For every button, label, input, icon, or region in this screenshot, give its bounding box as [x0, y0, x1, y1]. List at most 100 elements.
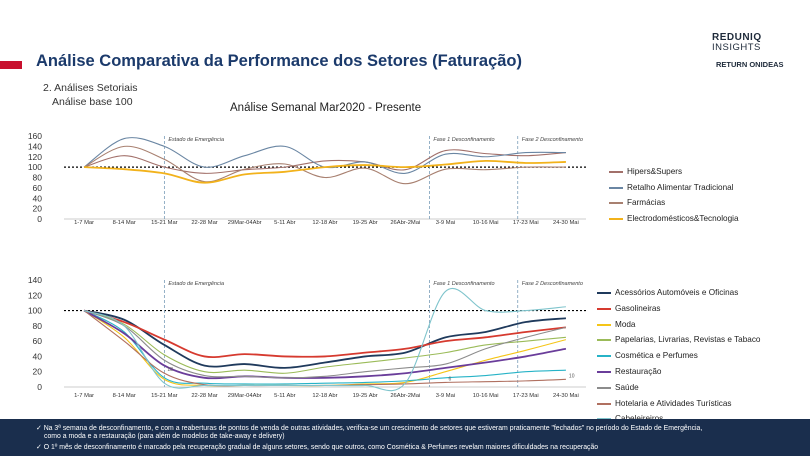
accent-bar: [0, 61, 22, 69]
bottom-series-line: [83, 310, 566, 374]
legend-swatch: [597, 355, 611, 358]
bottom-xtick-label: 26Abr-2Mai: [390, 393, 420, 399]
bottom-series-line: [83, 309, 567, 369]
top-xtick-label: 5-11 Abr: [274, 220, 296, 226]
top-ytick-label: 100: [28, 162, 42, 172]
page-title: Análise Comparativa da Performance dos S…: [36, 52, 522, 70]
bottom-ytick-label: 80: [33, 321, 43, 331]
legend-label: Restauração: [615, 366, 662, 376]
legend-item: Hotelaria e Atividades Turísticas: [597, 396, 760, 412]
legend-item: Electrodomésticos&Tecnologia: [609, 211, 739, 227]
top-phase-label: Fase 2 Desconfinamento: [522, 137, 583, 143]
top-ytick-label: 0: [37, 214, 42, 224]
bottom-xtick-label: 24-30 Mai: [553, 393, 579, 399]
bottom-phase-label: Fase 2 Desconfinamento: [522, 281, 583, 287]
top-xtick-label: 3-9 Mai: [436, 220, 455, 226]
top-xtick-label: 26Abr-2Mai: [390, 220, 420, 226]
bottom-series-line: [83, 310, 566, 385]
legend-label: Hipers&Supers: [627, 167, 683, 176]
bottom-xtick-label: 19-25 Abr: [353, 393, 378, 399]
footer-bullet-2: ✓ O 1º mês de desconfinamento é marcado …: [36, 444, 599, 451]
legend-label: Gasolineiras: [615, 303, 661, 313]
top-ytick-label: 140: [28, 141, 42, 151]
legend-swatch: [609, 202, 623, 204]
legend-swatch: [597, 292, 611, 294]
footer-notes: ✓ Na 3ª semana de desconfinamento, e com…: [0, 419, 810, 456]
legend-swatch: [597, 370, 611, 373]
bottom-ytick-label: 140: [28, 275, 42, 285]
legend-item: Retalho Alimentar Tradicional: [609, 180, 739, 196]
top-xtick-label: 12-18 Abr: [312, 220, 337, 226]
bottom-series-line: [83, 309, 567, 358]
legend-top: Hipers&Supers Retalho Alimentar Tradicion…: [609, 164, 739, 226]
legend-bottom: Acessórios Automóveis e Oficinas Gasoline…: [597, 285, 760, 427]
legend-swatch: [597, 386, 611, 389]
top-xtick-label: 17-23 Mai: [513, 220, 539, 226]
bottom-ytick-label: 20: [33, 367, 43, 377]
legend-swatch: [609, 217, 623, 220]
legend-item: Gasolineiras: [597, 301, 760, 317]
bottom-xtick-label: 8-14 Mar: [113, 393, 136, 399]
legend-item: Restauração: [597, 364, 760, 380]
bottom-ytick-label: 100: [28, 306, 42, 316]
legend-swatch: [597, 402, 611, 405]
legend-swatch: [597, 307, 611, 310]
legend-label: Farmácias: [627, 198, 666, 207]
top-ytick-label: 20: [33, 204, 43, 214]
bottom-ytick-label: 60: [33, 336, 43, 346]
top-ytick-label: 60: [33, 183, 43, 193]
legend-label: Cosmética e Perfumes: [615, 351, 698, 361]
bottom-series-line: [83, 310, 567, 379]
bottom-ytick-label: 120: [28, 290, 42, 300]
top-series-line: [84, 159, 566, 184]
base-label: Análise base 100: [52, 96, 133, 108]
top-ytick-label: 40: [33, 193, 43, 203]
top-xtick-label: 29Mar-04Abr: [228, 220, 262, 226]
bottom-ytick-label: 40: [33, 351, 43, 361]
legend-label: Acessórios Automóveis e Oficinas: [615, 288, 739, 297]
top-xtick-label: 24-30 Mai: [553, 220, 579, 226]
legend-item: Farmácias: [609, 195, 739, 211]
bottom-xtick-label: 17-23 Mai: [513, 393, 539, 399]
legend-swatch: [609, 186, 623, 189]
section-label: 2. Análises Setoriais: [43, 82, 138, 94]
brand-tagline: RETURN ONIDEAS: [716, 60, 784, 69]
legend-swatch: [597, 339, 611, 342]
chart-heading: Análise Semanal Mar2020 - Presente: [230, 102, 422, 114]
bottom-data-label: 18: [167, 367, 173, 373]
top-xtick-label: 8-14 Mar: [113, 220, 136, 226]
legend-label: Moda: [615, 319, 636, 329]
top-phase-label: Fase 1 Desconfinamento: [433, 137, 494, 143]
legend-item: Papelarias, Livrarias, Revistas e Tabaco: [597, 332, 760, 348]
brand-logo-line1: REDUNIQ: [712, 32, 762, 43]
legend-item: Hipers&Supers: [609, 164, 739, 180]
top-xtick-label: 1-7 Mar: [74, 220, 94, 226]
footer-bullet-1-cont: como a moda e a restauração (para além d…: [44, 433, 285, 440]
legend-label: Electrodomésticos&Tecnologia: [627, 213, 739, 223]
top-ytick-label: 120: [28, 152, 42, 162]
legend-swatch: [609, 171, 623, 173]
legend-item: Cosmética e Perfumes: [597, 348, 760, 364]
top-xtick-label: 19-25 Abr: [353, 220, 378, 226]
top-series-line: [83, 149, 566, 174]
top-xtick-label: 22-28 Mar: [191, 220, 217, 226]
top-xtick-label: 15-21 Mar: [151, 220, 177, 226]
legend-swatch: [597, 323, 611, 326]
legend-label: Saúde: [615, 382, 639, 392]
top-ytick-label: 80: [33, 173, 43, 183]
legend-label: Papelarias, Livrarias, Revistas e Tabaco: [615, 335, 761, 345]
bottom-xtick-label: 1-7 Mar: [74, 393, 94, 399]
top-series-line: [83, 145, 566, 185]
legend-label: Cabeleireiros: [615, 414, 663, 423]
bottom-data-label: 6: [448, 376, 451, 382]
legend-item: Acessórios Automóveis e Oficinas: [597, 285, 760, 301]
bottom-series-line: [83, 309, 567, 380]
bottom-xtick-label: 5-11 Abr: [274, 393, 296, 399]
bottom-phase-label: Fase 1 Desconfinamento: [433, 281, 494, 287]
legend-item: Moda: [597, 317, 760, 333]
bottom-xtick-label: 15-21 Mar: [151, 393, 177, 399]
bottom-xtick-label: 29Mar-04Abr: [228, 393, 262, 399]
footer-bullet-1: ✓ Na 3ª semana de desconfinamento, e com…: [36, 425, 703, 432]
bottom-ytick-label: 0: [37, 382, 42, 392]
